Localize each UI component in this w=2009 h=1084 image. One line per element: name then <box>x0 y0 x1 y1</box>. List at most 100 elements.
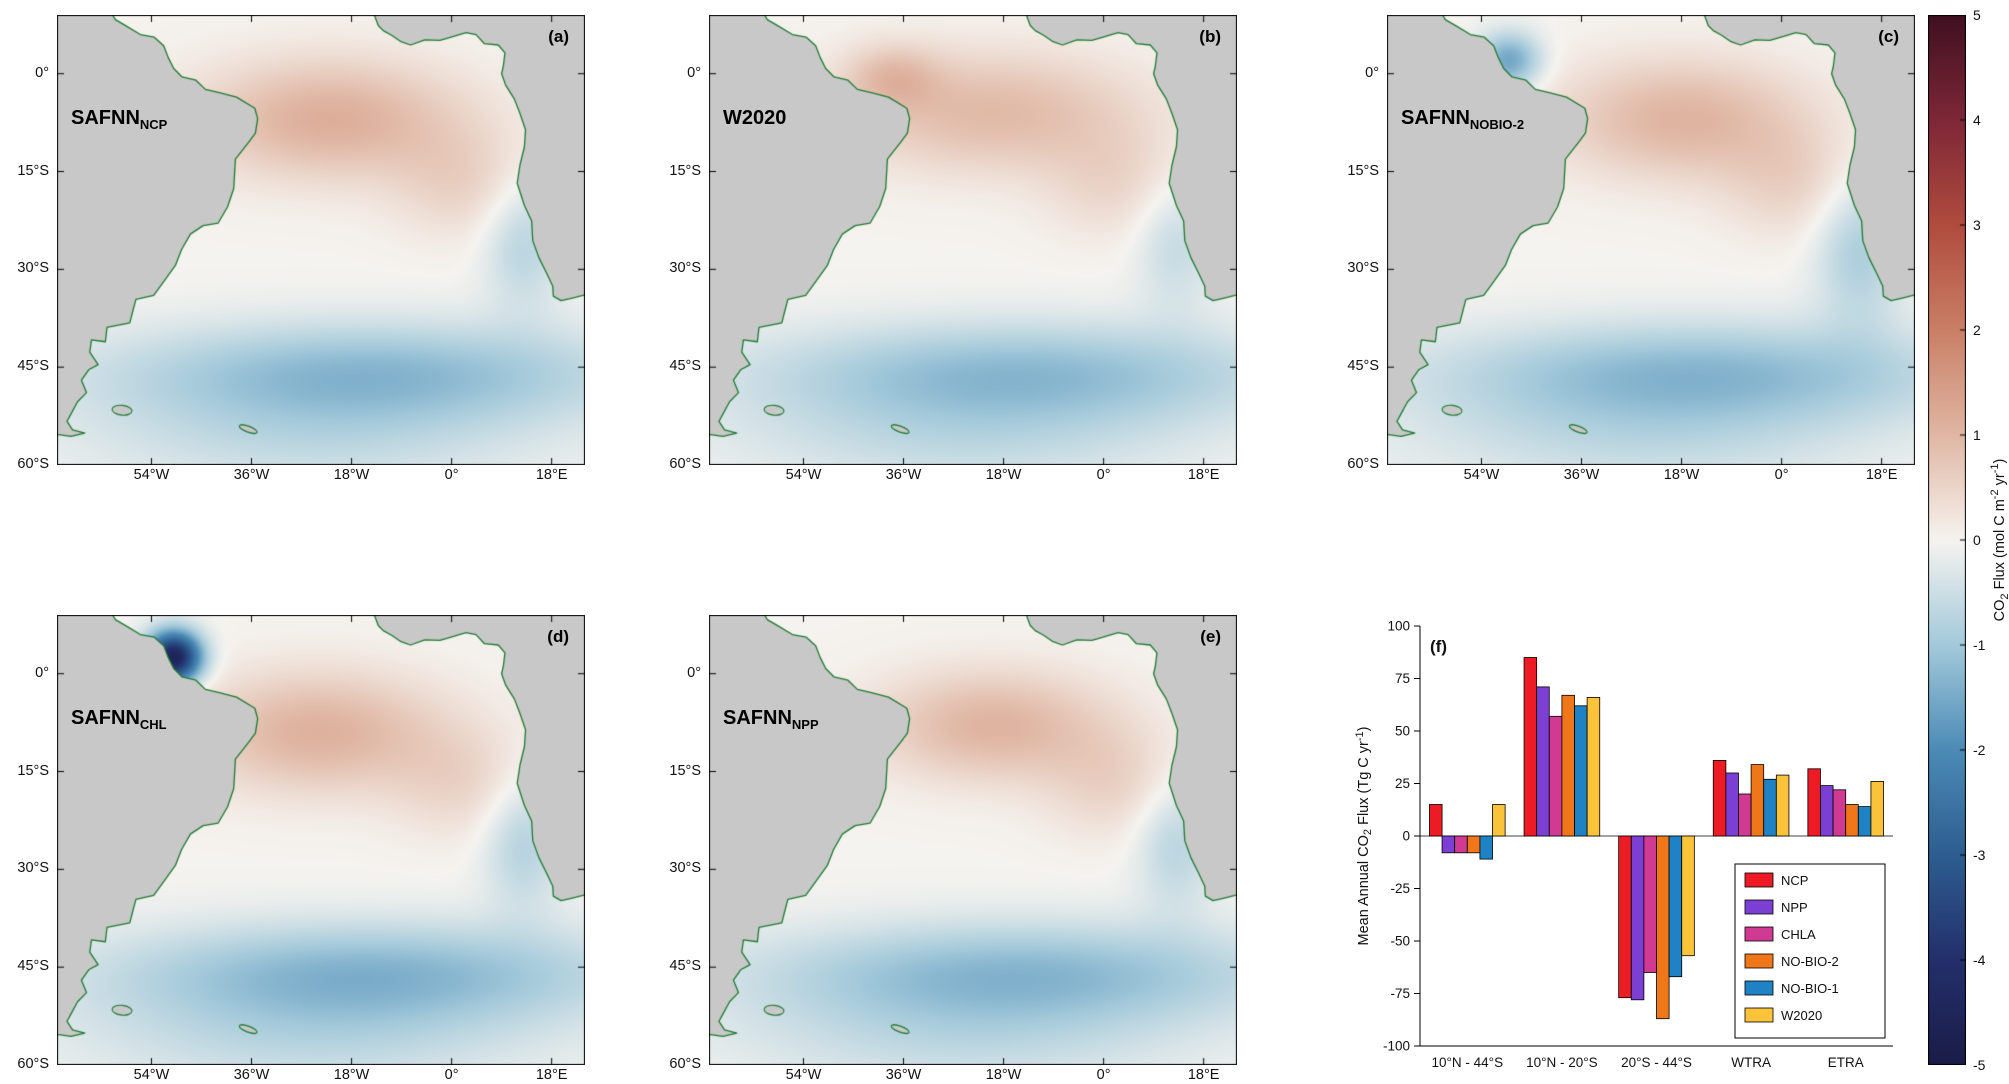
dataset-label-base: W2020 <box>723 107 787 129</box>
y-tick-label: 15°S <box>1347 162 1379 179</box>
y-tick-label: 0° <box>35 64 49 81</box>
x-category-label: 10°N - 20°S <box>1526 1055 1598 1070</box>
y-tick-label: 45°S <box>669 358 701 375</box>
x-tick-label: 18°W <box>1663 467 1700 483</box>
colorbar-tick-label: -1 <box>1973 637 1986 653</box>
panel-letter-f: (f) <box>1430 637 1447 656</box>
bar-NCP-0 <box>1429 804 1443 837</box>
bar-NCP-4 <box>1807 768 1821 837</box>
x-tick-label: 0° <box>444 1067 459 1083</box>
legend-label-NPP: NPP <box>1781 900 1808 915</box>
y-tick-label: 45°S <box>17 958 49 975</box>
x-tick-label: 0° <box>444 467 459 483</box>
colorbar-axis-label: CO2 Flux (mol C m-2 yr-1) <box>1989 458 2009 622</box>
y-tick-label: 75 <box>1395 671 1410 686</box>
bar-NO-BIO-2-2 <box>1656 835 1670 1020</box>
y-tick-label: 0 <box>1402 829 1410 844</box>
y-tick-label: 60°S <box>17 1056 49 1072</box>
map-panel-a: SAFNNNCP (a) 54°W 36°W 18°W 0° 18°E 0° 15°S 30°… <box>17 15 585 483</box>
bar-NPP-4 <box>1820 785 1834 837</box>
bar-NO-BIO-2-3 <box>1750 764 1765 837</box>
x-category-label: 10°N - 44°S <box>1432 1055 1504 1070</box>
legend-swatch-NO-BIO-1 <box>1744 980 1774 996</box>
bar-NPP-3 <box>1725 772 1739 837</box>
dataset-label-base: SAFNN <box>71 107 140 129</box>
bar-CHLA-3 <box>1738 793 1752 837</box>
legend-label-W2020: W2020 <box>1781 1008 1822 1023</box>
bar-chart: -100 -75 -50 -25 0 25 50 75 100 10°N - 44°S 10°N -… <box>1354 619 1893 1070</box>
colorbar-tick-label: 3 <box>1973 217 1981 233</box>
map-canvas-d <box>57 615 585 1065</box>
y-tick-label: -100 <box>1383 1039 1410 1054</box>
bar-CHLA-4 <box>1832 789 1847 837</box>
x-tick-label: 54°W <box>785 467 822 483</box>
y-tick-label: 30°S <box>1347 260 1379 277</box>
x-category-label: WTRA <box>1731 1055 1771 1070</box>
bar-CHLA-1 <box>1548 715 1563 837</box>
y-tick-label: 0° <box>687 664 701 681</box>
colorbar-tick-label: -3 <box>1973 847 1986 863</box>
dataset-label-sub: NOBIO-2 <box>1469 117 1525 132</box>
colorbar-tick-label: 4 <box>1973 112 1981 128</box>
legend-label-NO-BIO-1: NO-BIO-1 <box>1781 981 1839 996</box>
map-canvas-e <box>709 615 1237 1065</box>
y-tick-label: 45°S <box>17 358 49 375</box>
legend-label-CHLA: CHLA <box>1781 927 1816 942</box>
x-tick-label: 18°W <box>985 467 1022 483</box>
x-tick-label: 0° <box>1774 467 1789 483</box>
map-canvas-b <box>709 15 1237 465</box>
legend-swatch-NPP <box>1744 899 1774 915</box>
y-tick-label: -50 <box>1390 934 1410 949</box>
bar-NPP-1 <box>1536 686 1550 837</box>
y-tick-label: 30°S <box>669 260 701 277</box>
legend-label-NO-BIO-2: NO-BIO-2 <box>1781 954 1839 969</box>
bar-W2020-0 <box>1492 804 1506 837</box>
bar-W2020-4 <box>1870 780 1884 837</box>
dataset-label-a: SAFNNNCP <box>71 107 167 132</box>
legend-swatch-CHLA <box>1744 926 1774 942</box>
y-tick-label: 30°S <box>17 260 49 277</box>
bar-NCP-3 <box>1712 759 1727 837</box>
panel-letter-e: (e) <box>1200 627 1221 646</box>
bar-NO-BIO-2-1 <box>1561 694 1575 837</box>
x-tick-label: 36°W <box>233 467 270 483</box>
bar-NPP-2 <box>1630 835 1645 1001</box>
map-panel-d: SAFNNCHL (d) 54°W 36°W 18°W 0° 18°E 0° 15°S 30°… <box>17 615 585 1083</box>
dataset-label-c: SAFNNNOBIO-2 <box>1401 107 1524 132</box>
y-tick-label: 45°S <box>669 958 701 975</box>
y-tick-label: 30°S <box>669 860 701 877</box>
bar-NCP-2 <box>1618 835 1632 999</box>
map-panel-c: SAFNNNOBIO-2 (c) 54°W 36°W 18°W 0° 18°E 0° 15°… <box>1347 15 1915 483</box>
bar-NO-BIO-1-2 <box>1668 835 1683 978</box>
map-canvas-a <box>57 15 585 465</box>
x-tick-label: 18°E <box>535 1067 568 1083</box>
legend-swatch-NCP <box>1744 872 1774 888</box>
colorbar-tick-label: 2 <box>1973 322 1981 338</box>
dataset-label-sub: CHL <box>139 717 167 732</box>
x-tick-label: 18°E <box>1865 467 1898 483</box>
y-tick-label: 50 <box>1395 724 1410 739</box>
x-tick-label: 54°W <box>785 1067 822 1083</box>
bar-NCP-1 <box>1523 657 1538 837</box>
panel-letter-b: (b) <box>1199 27 1221 46</box>
dataset-label-e: SAFNNNPP <box>723 707 819 732</box>
x-tick-label: 18°W <box>333 467 370 483</box>
y-tick-label: 60°S <box>669 1056 701 1072</box>
dataset-label-b: W2020 <box>723 107 786 132</box>
y-tick-label: 0° <box>35 664 49 681</box>
x-category-label: ETRA <box>1828 1055 1864 1070</box>
panel-letter-c: (c) <box>1878 27 1899 46</box>
y-tick-label: 15°S <box>17 762 49 779</box>
x-category-label: 20°S - 44°S <box>1621 1055 1692 1070</box>
bar-CHLA-2 <box>1643 835 1657 973</box>
dataset-label-base: SAFNN <box>723 707 792 729</box>
colorbar-tick-label: -5 <box>1973 1057 1986 1073</box>
bar-W2020-3 <box>1775 774 1790 837</box>
y-tick-label: 0° <box>1365 64 1379 81</box>
colorbar-gradient <box>1928 15 1966 1065</box>
dataset-label-base: SAFNN <box>1401 107 1470 129</box>
x-tick-label: 18°E <box>1187 467 1220 483</box>
y-tick-label: 15°S <box>669 162 701 179</box>
map-panel-e: SAFNNNPP (e) 54°W 36°W 18°W 0° 18°E 0° 15°S 30°… <box>669 615 1237 1083</box>
